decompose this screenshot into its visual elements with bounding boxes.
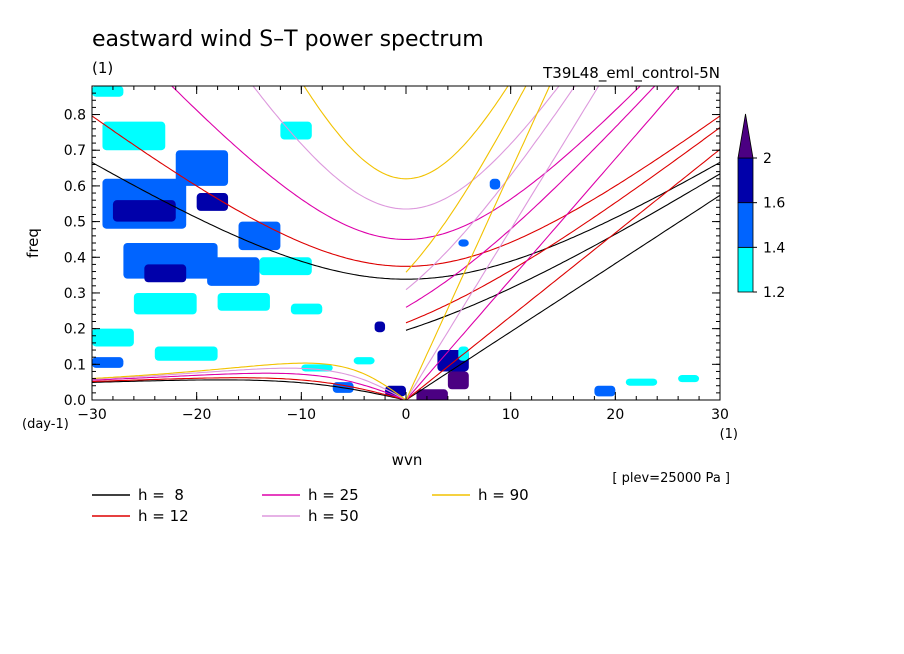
curve-rossby: [92, 362, 407, 400]
colorbar: 1.2 1.4 1.6 2: [737, 113, 785, 301]
x-tick-label: 20: [606, 407, 624, 423]
curve-mixed-rossby-gravity: [405, 86, 576, 291]
curve-mixed-rossby-gravity: [405, 127, 720, 324]
power-region: [625, 378, 658, 386]
x-tick-label: −10: [287, 407, 317, 423]
power-region: [259, 257, 312, 276]
power-region: [353, 357, 375, 365]
x-tick-label: 30: [711, 407, 729, 423]
power-region: [290, 303, 323, 315]
curve-mixed-rossby-gravity: [405, 173, 720, 331]
y-tick-label: 0.0: [64, 393, 86, 409]
x-axis-label: wvn: [392, 451, 423, 469]
y-tick-label: 0.3: [64, 286, 86, 302]
y-axis-label: freq: [24, 228, 42, 258]
colorbar-extend: [737, 113, 754, 159]
curve-kelvin: [405, 86, 680, 400]
power-region: [238, 221, 281, 251]
curve-rossby: [92, 379, 407, 400]
x-tick-label: −20: [182, 407, 212, 423]
curve-rossby: [92, 377, 407, 400]
power-region: [102, 121, 166, 151]
colorbar-segment: [737, 246, 754, 293]
curve-rossby: [92, 367, 407, 400]
curve-inertia-gravity: [171, 86, 641, 240]
power-region: [144, 264, 187, 283]
plot-area: −30 −20 −10 0 10 20 30 0.00.10.20.30.40.50.60.…: [64, 85, 729, 423]
curve-kelvin: [405, 86, 551, 400]
y-tick-label: 0.2: [64, 322, 86, 338]
y-tick-label: 0.7: [64, 143, 86, 159]
x-tick-label: 10: [502, 407, 520, 423]
power-region: [175, 150, 229, 186]
curve-inertia-gravity: [92, 161, 720, 280]
level-note: [ plev=25000 Pa ]: [612, 471, 730, 486]
curve-inertia-gravity: [303, 86, 509, 180]
curve-mixed-rossby-gravity: [405, 86, 656, 308]
legend-label: h = 25: [308, 486, 359, 504]
legend: h = 8 h = 12 h = 25 h = 50 h = 90: [92, 486, 529, 525]
power-region: [92, 328, 134, 347]
y-tick-label: 0.4: [64, 250, 86, 266]
power-region: [92, 86, 124, 97]
chart-subtitle-right: T39L48_eml_control-5N: [542, 64, 720, 83]
curve-kelvin: [405, 194, 720, 400]
power-region: [678, 375, 700, 383]
colorbar-label: 1.6: [763, 196, 785, 212]
power-region: [374, 321, 386, 333]
power-region: [207, 257, 260, 286]
legend-label: h = 12: [138, 507, 189, 525]
curve-mixed-rossby-gravity: [405, 86, 527, 273]
y-axis: 0.0 0.1 0.2 0.3 0.4 0.5 0.6 0.7 0.8: [64, 92, 720, 409]
power-region: [196, 193, 229, 211]
power-shading: [92, 86, 700, 400]
x-tick-label: −30: [77, 407, 107, 423]
power-region: [447, 371, 469, 390]
y-tick-label: 0.1: [64, 357, 86, 373]
power-region: [489, 178, 501, 190]
chart-subtitle-left: (1): [92, 59, 113, 77]
curve-inertia-gravity: [92, 115, 720, 267]
y-tick-label: 0.6: [64, 179, 86, 195]
power-region: [217, 292, 270, 311]
curve-inertia-gravity: [252, 86, 560, 210]
power-region: [280, 121, 312, 140]
legend-label: h = 8: [138, 486, 184, 504]
colorbar-label: 1.2: [763, 285, 785, 301]
legend-label: h = 50: [308, 507, 359, 525]
x-axis: −30 −20 −10 0 10 20 30: [77, 86, 729, 423]
x-unit-label: (1): [720, 427, 738, 442]
colorbar-segment: [737, 202, 754, 248]
power-region: [112, 200, 176, 222]
legend-label: h = 90: [478, 486, 529, 504]
colorbar-label: 2: [763, 151, 772, 167]
curve-rossby: [92, 372, 407, 400]
y-tick-label: 0.5: [64, 215, 86, 231]
curve-kelvin: [405, 148, 720, 400]
power-region: [133, 292, 197, 315]
y-tick-label: 0.8: [64, 108, 86, 124]
colorbar-label: 1.4: [763, 240, 785, 256]
chart-title: eastward wind S–T power spectrum: [92, 27, 484, 52]
colorbar-segment: [737, 157, 754, 204]
power-region: [458, 239, 469, 247]
power-region: [154, 346, 218, 361]
power-region: [416, 389, 448, 400]
dispersion-curves: [92, 86, 720, 400]
x-tick-label: 0: [402, 407, 411, 423]
curve-kelvin: [405, 86, 600, 400]
y-unit-label: (day-1): [22, 417, 69, 432]
power-region: [92, 357, 124, 368]
power-region: [594, 385, 616, 397]
